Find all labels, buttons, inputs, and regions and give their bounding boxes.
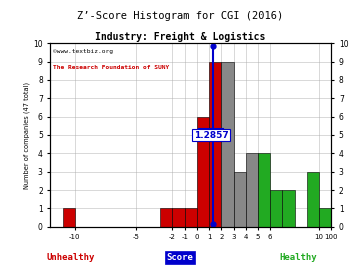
Bar bbox=[172, 208, 185, 227]
Bar bbox=[63, 208, 75, 227]
Bar bbox=[282, 190, 294, 227]
Bar bbox=[160, 208, 172, 227]
Y-axis label: Number of companies (47 total): Number of companies (47 total) bbox=[24, 82, 30, 188]
Bar bbox=[221, 62, 234, 227]
Bar bbox=[307, 172, 319, 227]
Text: ©www.textbiz.org: ©www.textbiz.org bbox=[53, 49, 113, 54]
Text: Healthy: Healthy bbox=[279, 253, 317, 262]
Bar bbox=[234, 172, 246, 227]
Text: The Research Foundation of SUNY: The Research Foundation of SUNY bbox=[53, 65, 170, 70]
Text: 1.2857: 1.2857 bbox=[194, 130, 228, 140]
Bar bbox=[246, 153, 258, 227]
Bar bbox=[258, 153, 270, 227]
Bar bbox=[197, 117, 209, 227]
Text: Industry: Freight & Logistics: Industry: Freight & Logistics bbox=[95, 32, 265, 42]
Text: Z’-Score Histogram for CGI (2016): Z’-Score Histogram for CGI (2016) bbox=[77, 11, 283, 21]
Bar bbox=[270, 190, 282, 227]
Bar bbox=[185, 208, 197, 227]
Text: Unhealthy: Unhealthy bbox=[47, 253, 95, 262]
Text: Score: Score bbox=[167, 253, 193, 262]
Bar bbox=[319, 208, 331, 227]
Bar bbox=[209, 62, 221, 227]
